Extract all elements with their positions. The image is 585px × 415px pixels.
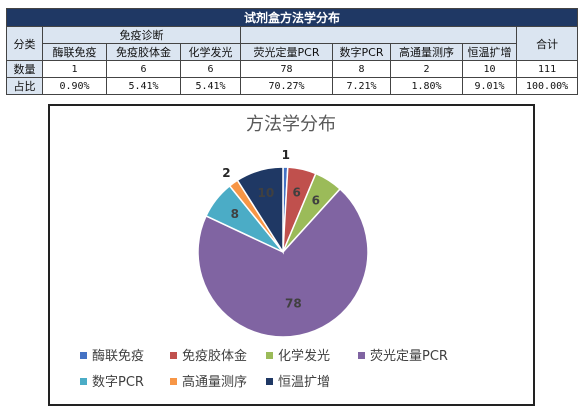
count-cell: 8 — [332, 60, 391, 78]
ratio-cell: 9.01% — [462, 77, 517, 95]
count-cell: 10 — [462, 60, 517, 78]
count-cell: 1 — [42, 60, 107, 78]
legend-label: 酶联免疫 — [92, 348, 144, 364]
pie-chart: 方法学分布 1 66 78 8 2 10 酶联免疫 免疫胶体金 化学发光 荧光定量PCR 数字PC… — [80, 114, 448, 390]
legend-label: 恒温扩增 — [278, 375, 330, 390]
data-label: 6 — [312, 193, 320, 207]
legend-swatch — [266, 378, 273, 385]
data-label: 6 — [293, 185, 301, 199]
count-cell: 6 — [180, 60, 241, 78]
column-header: 数字PCR — [332, 43, 391, 61]
chart-title: 方法学分布 — [246, 114, 336, 135]
legend-swatch — [266, 352, 273, 359]
column-header: 恒温扩增 — [462, 43, 517, 61]
count-cell: 2 — [390, 60, 463, 78]
group-header-immuno: 免疫诊断 — [42, 26, 241, 44]
ratio-row-label: 占比 — [6, 77, 43, 95]
data-label: 1 — [282, 148, 290, 162]
legend-label: 数字PCR — [92, 375, 144, 390]
column-header: 酶联免疫 — [42, 43, 107, 61]
count-row-label: 数量 — [6, 60, 43, 78]
data-label: 78 — [285, 297, 302, 311]
data-label: 10 — [258, 186, 275, 200]
pie-chart-frame: 方法学分布 1 6 6 78 8 2 10 酶联免疫 免疫胶体金 化学发光 荧光定量PCR 数字PC… — [48, 104, 535, 406]
total-ratio-cell: 100.00% — [515, 77, 579, 95]
pie-slice — [236, 166, 284, 255]
column-header: 高通量测序 — [390, 43, 463, 61]
total-header: 合计 — [515, 26, 579, 61]
count-cell: 78 — [240, 60, 333, 78]
column-header: 荧光定量PCR — [240, 43, 333, 61]
legend-swatch — [358, 352, 365, 359]
legend-swatch — [80, 378, 87, 385]
legend-swatch — [170, 352, 177, 359]
ratio-cell: 1.80% — [390, 77, 463, 95]
legend-swatch — [80, 352, 87, 359]
ratio-cell: 5.41% — [180, 77, 241, 95]
pie-slice — [197, 187, 369, 338]
data-label: 2 — [222, 166, 230, 180]
total-count-cell: 111 — [515, 60, 579, 78]
ratio-cell: 0.90% — [42, 77, 107, 95]
legend-label: 免疫胶体金 — [182, 348, 247, 364]
column-header: 化学发光 — [180, 43, 241, 61]
count-cell: 6 — [106, 60, 181, 78]
legend-swatch — [170, 378, 177, 385]
legend-label: 化学发光 — [278, 348, 330, 364]
data-label: 8 — [231, 207, 239, 221]
ratio-cell: 7.21% — [332, 77, 391, 95]
ratio-cell: 70.27% — [240, 77, 333, 95]
group-header-blank — [240, 26, 517, 44]
ratio-cell: 5.41% — [106, 77, 181, 95]
legend-label: 荧光定量PCR — [370, 349, 448, 364]
column-header: 免疫胶体金 — [106, 43, 181, 61]
legend-label: 高通量测序 — [182, 374, 247, 390]
distribution-table: 试剂盒方法学分布 分类 免疫诊断 合计 酶联免疫 免疫胶体金 化学发光 荧光定量… — [5, 8, 579, 95]
table-title: 试剂盒方法学分布 — [5, 8, 579, 27]
category-header: 分类 — [6, 26, 43, 61]
